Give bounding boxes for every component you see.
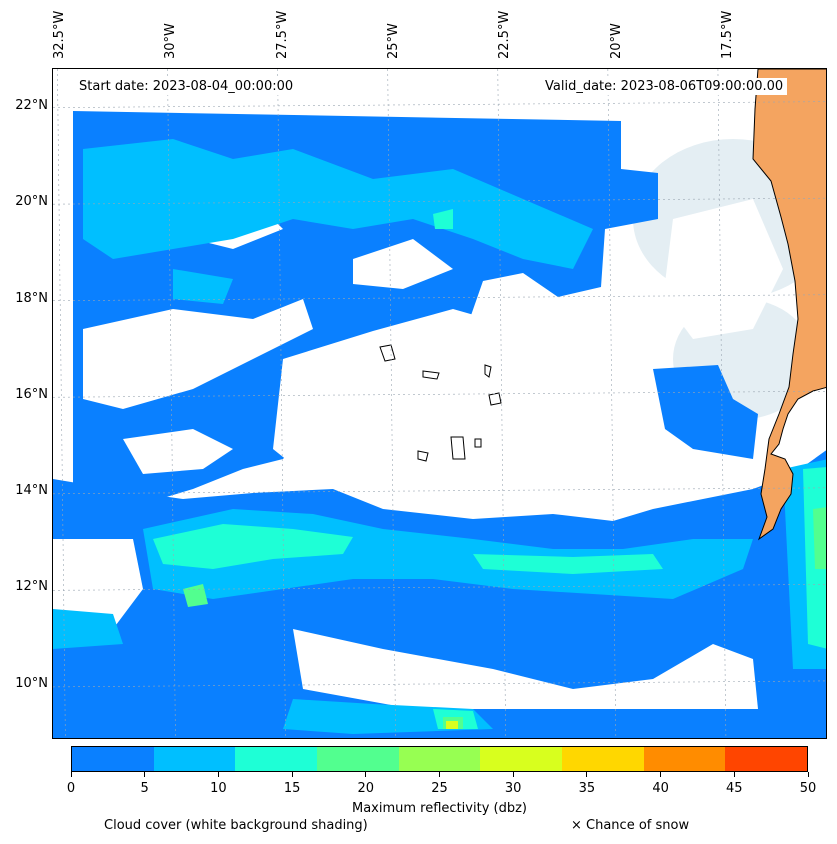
colorbar-tick-label: 40 bbox=[652, 781, 669, 796]
lat-label-18n: 18°N bbox=[15, 291, 48, 306]
meridian-line bbox=[497, 69, 507, 738]
colorbar-tick-label: 35 bbox=[578, 781, 596, 796]
colorbar-segment bbox=[72, 747, 154, 771]
lat-label-12n: 12°N bbox=[15, 579, 48, 594]
lon-label-30w: 30°W bbox=[163, 23, 178, 59]
lon-label-27-5w: 27.5°W bbox=[275, 10, 290, 59]
lon-label-32-5w: 32.5°W bbox=[52, 10, 67, 59]
colorbar-segment bbox=[725, 747, 808, 771]
parallel-line bbox=[53, 390, 826, 398]
parallel-line bbox=[53, 101, 826, 108]
colorbar-segment bbox=[235, 747, 318, 771]
graticule bbox=[53, 69, 826, 738]
colorbar-tick-label: 10 bbox=[210, 781, 227, 796]
reflectivity-30-35-layer bbox=[446, 721, 458, 729]
lat-label-20n: 20°N bbox=[15, 194, 48, 209]
colorbar-tick bbox=[217, 772, 219, 777]
lat-label-10n: 10°N bbox=[15, 676, 48, 691]
legend-cloud-cover: Cloud cover (white background shading) bbox=[104, 818, 368, 833]
colorbar-tick bbox=[144, 772, 146, 777]
colorbar-tick-label: 15 bbox=[283, 781, 301, 796]
colorbar-segment bbox=[153, 747, 236, 771]
colorbar-tick bbox=[439, 772, 440, 777]
colorbar-tick bbox=[291, 772, 293, 777]
lon-label-25w: 25°W bbox=[386, 23, 401, 59]
colorbar-tick-label: 25 bbox=[431, 781, 448, 796]
reflectivity-colorbar bbox=[71, 746, 808, 772]
map-frame[interactable] bbox=[52, 68, 827, 739]
colorbar-segment bbox=[317, 747, 399, 771]
legend-snow: × Chance of snow bbox=[571, 818, 690, 833]
start-date-label: Start date: 2023-08-04_00:00:00 bbox=[75, 78, 298, 95]
colorbar-tick bbox=[807, 772, 809, 777]
lon-label-22-5w: 22.5°W bbox=[497, 10, 512, 59]
colorbar-tick bbox=[512, 772, 514, 777]
meridian-line bbox=[607, 69, 617, 738]
parallel-line bbox=[53, 584, 826, 591]
meridian-line bbox=[167, 69, 176, 738]
lon-label-17-5w: 17.5°W bbox=[720, 10, 735, 59]
no-echo-gaps bbox=[53, 199, 783, 709]
colorbar-segment bbox=[480, 747, 563, 771]
colorbar-tick-label: 0 bbox=[66, 781, 76, 796]
colorbar-tick bbox=[586, 772, 588, 777]
parallel-line bbox=[53, 197, 826, 205]
colorbar-title: Maximum reflectivity (dbz) bbox=[352, 801, 527, 816]
colorbar-tick-label: 30 bbox=[504, 781, 522, 796]
colorbar-tick bbox=[70, 772, 72, 777]
colorbar-segment bbox=[643, 747, 726, 771]
african-landmass bbox=[752, 69, 826, 541]
colorbar-segment bbox=[398, 747, 481, 771]
colorbar-tick bbox=[365, 772, 367, 777]
parallel-line bbox=[53, 294, 826, 302]
valid-date-label: Valid_date: 2023-08-06T09:00:00.00 bbox=[541, 78, 788, 95]
lat-label-16n: 16°N bbox=[15, 387, 48, 402]
colorbar-tick-label: 20 bbox=[357, 781, 375, 796]
colorbar-tick bbox=[660, 772, 662, 777]
lat-label-14n: 14°N bbox=[15, 483, 48, 498]
lat-label-22n: 22°N bbox=[15, 98, 48, 113]
map-canvas[interactable] bbox=[53, 69, 827, 739]
meridian-line bbox=[57, 69, 66, 738]
parallel-line bbox=[53, 487, 826, 495]
meridian-line bbox=[277, 69, 286, 738]
colorbar-segment bbox=[562, 747, 644, 771]
meridian-line bbox=[387, 69, 396, 738]
colorbar-tick-label: 5 bbox=[140, 781, 149, 796]
colorbar-tick-label: 45 bbox=[726, 781, 743, 796]
meridian-line bbox=[717, 69, 727, 738]
colorbar-tick bbox=[733, 772, 735, 777]
colorbar-tick-label: 50 bbox=[799, 781, 817, 796]
lon-label-20w: 20°W bbox=[609, 23, 624, 59]
parallel-line bbox=[53, 680, 826, 688]
